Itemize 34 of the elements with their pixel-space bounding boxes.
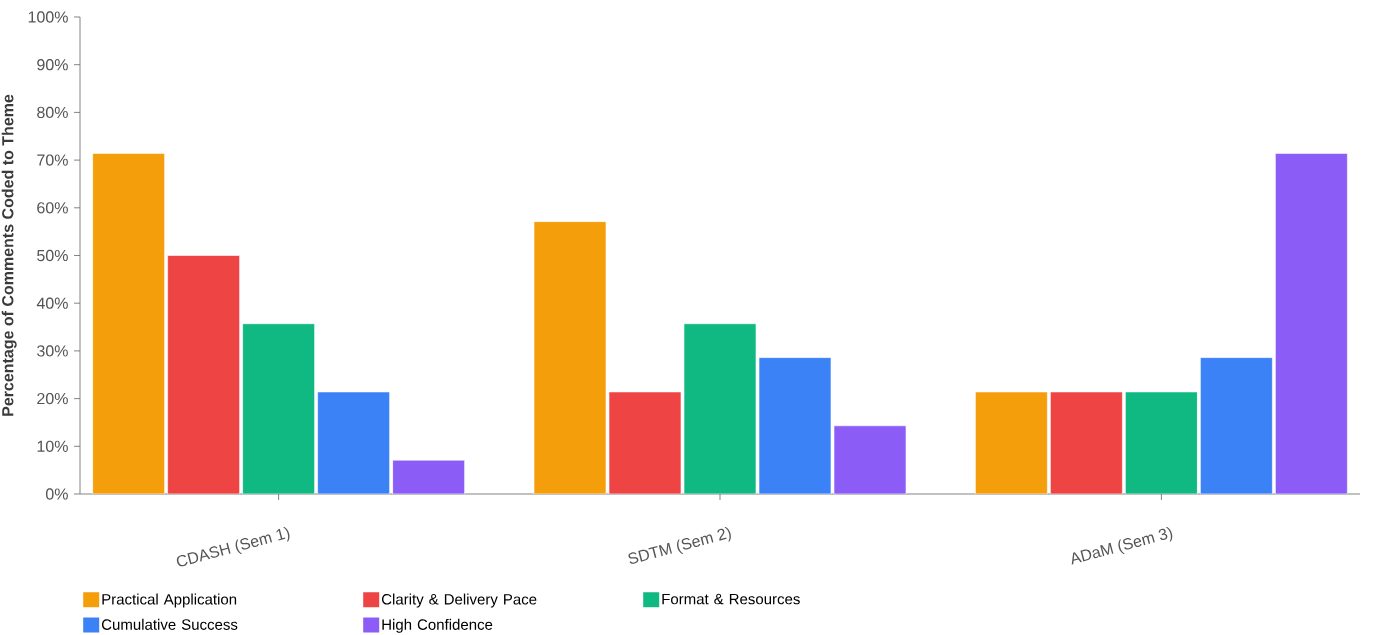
legend-label: Practical Application (102, 593, 237, 608)
y-tick-label: 90% (37, 59, 68, 71)
x-tick-label: CDASH (Sem 1) (176, 526, 290, 567)
y-axis-title: Percentage of Comments Coded to Theme (1, 94, 17, 416)
y-tick-label: 100% (28, 11, 68, 23)
bar (758, 357, 832, 494)
bar (833, 425, 907, 494)
legend-label: Clarity & Delivery Pace (381, 593, 537, 608)
x-tick-label: ADaM (Sem 3) (1071, 526, 1173, 565)
legend-label: Format & Resources (662, 593, 800, 605)
bar (1275, 153, 1348, 494)
bar (1200, 357, 1273, 494)
bar (975, 391, 1048, 494)
y-tick-label: 40% (36, 297, 68, 309)
y-tick-label: 80% (37, 106, 68, 119)
bar (92, 153, 165, 494)
bar (1050, 391, 1123, 494)
y-tick-label: 70% (37, 154, 68, 166)
bar (533, 221, 607, 494)
y-tick-label: 60% (37, 202, 68, 214)
bar (317, 391, 390, 494)
legend-label: High Confidence (382, 618, 493, 633)
y-tick-label: 50% (37, 249, 68, 262)
bar (1125, 391, 1198, 494)
legend-label: Cumulative Success (101, 618, 238, 630)
bar (167, 255, 240, 494)
x-tick-label: SDTM (Sem 2) (628, 526, 731, 564)
y-tick-label: 20% (37, 392, 68, 405)
y-tick-label: 30% (37, 345, 68, 357)
bar (242, 323, 315, 494)
y-tick-label: 0% (45, 488, 68, 500)
bar (683, 323, 757, 494)
y-tick-label: 10% (37, 440, 68, 452)
bar (392, 459, 465, 494)
